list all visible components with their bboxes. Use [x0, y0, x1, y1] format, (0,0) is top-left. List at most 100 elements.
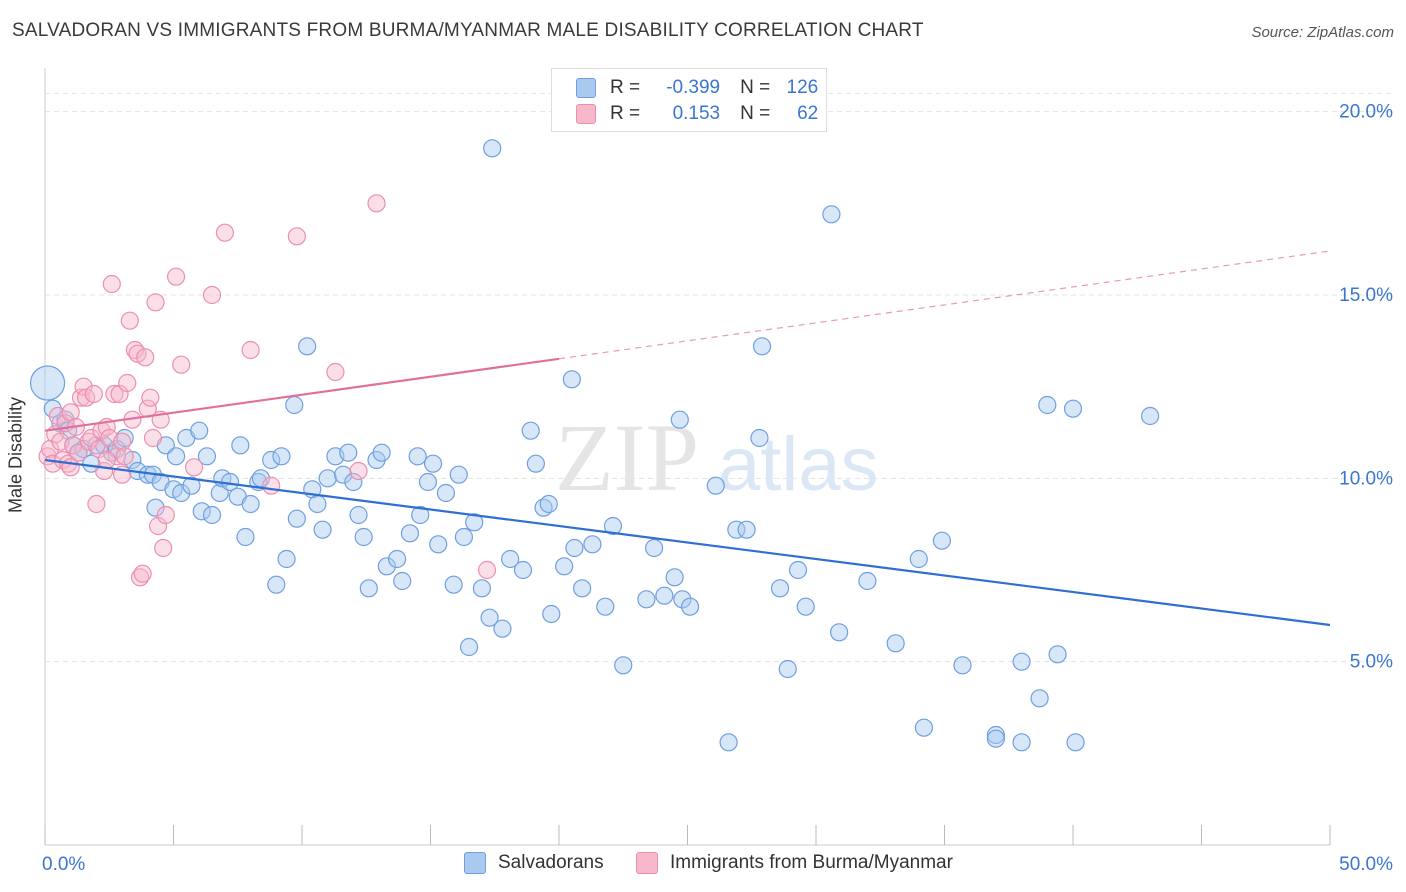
- watermark: ZIP atlas: [555, 404, 879, 511]
- data-point: [267, 575, 286, 594]
- y-axis-label: Male Disability: [5, 396, 26, 514]
- bottom-legend-burma: Immigrants from Burma/Myanmar: [636, 852, 953, 874]
- data-point: [118, 373, 137, 393]
- data-point: [313, 520, 332, 539]
- data-point: [480, 608, 499, 627]
- data-point: [146, 293, 165, 312]
- y-tick-label: 15.0%: [1339, 285, 1393, 306]
- data-point: [241, 340, 260, 360]
- trend-line-dashed: [558, 250, 1331, 360]
- legend-row-salvadorans: R = -0.399 N = 126: [576, 76, 818, 100]
- data-point: [143, 428, 163, 448]
- data-point: [182, 476, 201, 495]
- legend-n-value: 62: [797, 103, 819, 124]
- data-point: [61, 458, 80, 477]
- data-point: [596, 597, 615, 616]
- data-point: [308, 494, 327, 514]
- data-point: [277, 549, 296, 569]
- data-point: [344, 472, 363, 492]
- y-tick-label: 10.0%: [1339, 468, 1393, 489]
- series-salvadorans: [29, 139, 1160, 752]
- bottom-legend: Salvadorans Immigrants from Burma/Myanma…: [0, 852, 1406, 878]
- data-point: [444, 575, 463, 594]
- data-point: [411, 505, 430, 525]
- legend-r-label: R =: [610, 103, 641, 124]
- data-point: [190, 421, 209, 440]
- data-point: [287, 227, 306, 246]
- data-point: [909, 549, 928, 569]
- data-point: [359, 579, 378, 598]
- data-point: [454, 527, 474, 547]
- data-point: [197, 447, 217, 466]
- data-point: [706, 476, 725, 495]
- data-point: [166, 447, 186, 466]
- data-point: [449, 465, 468, 484]
- data-point: [778, 659, 797, 679]
- trend-lines: [44, 250, 1331, 627]
- data-point: [241, 494, 260, 514]
- data-point: [262, 450, 281, 470]
- data-point: [670, 410, 689, 429]
- data-point: [719, 733, 738, 752]
- data-point: [986, 729, 1006, 748]
- data-point: [673, 590, 692, 609]
- data-point: [408, 447, 427, 466]
- data-point: [796, 597, 815, 616]
- data-point: [886, 634, 905, 653]
- data-point: [583, 535, 602, 554]
- bottom-legend-label: Immigrants from Burma/Myanmar: [670, 852, 953, 873]
- data-point: [231, 436, 250, 455]
- data-point: [334, 465, 353, 484]
- bottom-legend-salvadorans: Salvadorans: [464, 852, 604, 874]
- data-point: [367, 194, 386, 213]
- data-point: [418, 472, 438, 492]
- data-point: [788, 560, 808, 580]
- data-point: [202, 285, 222, 305]
- y-tick-label: 20.0%: [1339, 102, 1393, 123]
- legend-swatch-blue: [576, 78, 596, 98]
- data-point: [326, 362, 345, 382]
- data-point: [97, 450, 116, 470]
- data-point: [141, 388, 160, 407]
- legend-swatch-pink: [576, 104, 596, 124]
- data-point: [665, 568, 684, 587]
- data-point: [272, 447, 291, 466]
- chart-title: SALVADORAN VS IMMIGRANTS FROM BURMA/MYAN…: [12, 20, 924, 41]
- legend-r-label: R =: [610, 77, 641, 98]
- data-point: [115, 447, 134, 466]
- data-point: [87, 494, 106, 514]
- tick-labels: 5.0% 10.0% 15.0% 20.0% 0.0% 50.0%: [42, 102, 1393, 875]
- data-point: [737, 520, 756, 539]
- data-point: [377, 557, 396, 576]
- data-point: [644, 538, 664, 558]
- data-point: [387, 549, 407, 569]
- data-point: [1012, 733, 1031, 752]
- bottom-legend-swatch-blue: [464, 852, 486, 874]
- data-point: [539, 494, 558, 514]
- data-point: [236, 527, 255, 547]
- data-point: [166, 267, 186, 286]
- data-point: [400, 524, 420, 543]
- data-point: [1140, 406, 1160, 426]
- data-point: [202, 505, 222, 525]
- data-point: [822, 205, 841, 224]
- legend-row-burma: R = 0.153 N = 62: [576, 102, 818, 126]
- data-point: [637, 590, 656, 609]
- legend-r-value: 0.153: [672, 103, 721, 124]
- data-point: [215, 223, 234, 242]
- data-point: [1066, 733, 1085, 752]
- data-point: [372, 443, 391, 462]
- data-point: [172, 483, 191, 503]
- data-point: [172, 355, 191, 374]
- data-point: [953, 656, 972, 675]
- data-point: [1038, 395, 1057, 415]
- data-point: [393, 571, 412, 591]
- data-point: [1063, 399, 1083, 418]
- data-point: [318, 469, 337, 488]
- data-point: [192, 502, 211, 521]
- data-point: [102, 274, 121, 294]
- trend-line-solid: [44, 357, 560, 432]
- data-point: [542, 604, 561, 624]
- grid-lines: [45, 92, 1395, 663]
